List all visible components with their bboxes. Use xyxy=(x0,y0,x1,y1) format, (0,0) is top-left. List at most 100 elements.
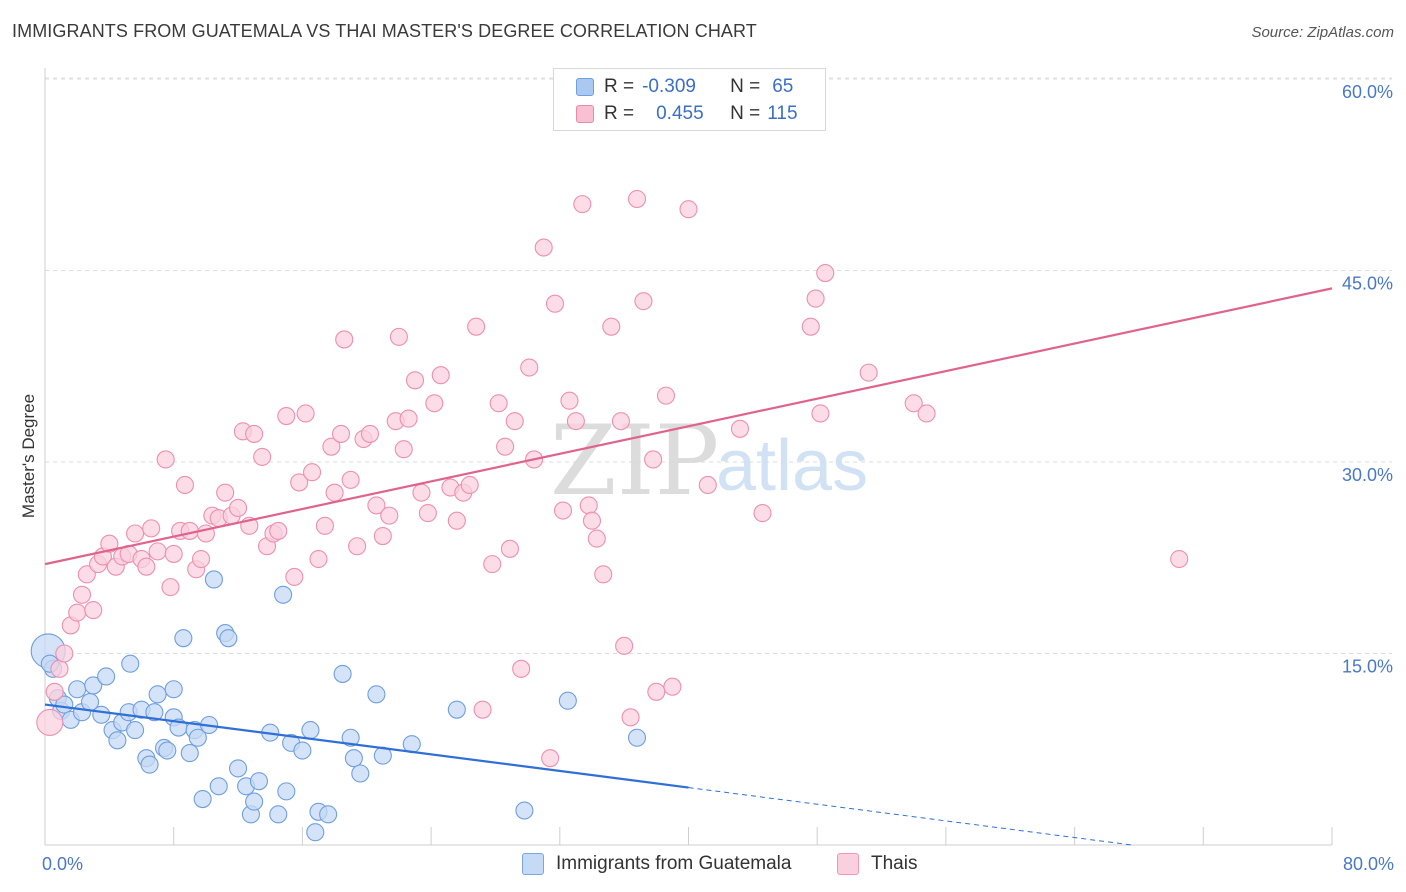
x-tick-label-max: 80.0% xyxy=(1343,854,1394,874)
point-thais xyxy=(373,526,392,546)
point-thais xyxy=(473,700,492,719)
r-label: R = xyxy=(604,103,635,124)
point-thais xyxy=(137,557,156,576)
point-thais xyxy=(566,412,585,431)
point-guatemala xyxy=(229,759,248,778)
point-guatemala xyxy=(274,585,293,604)
point-thais xyxy=(253,447,272,466)
point-thais xyxy=(621,708,640,727)
n-value: 115 xyxy=(767,103,798,124)
point-thais xyxy=(753,504,772,523)
point-guatemala xyxy=(293,741,312,760)
legend-item-thais[interactable]: Thais xyxy=(837,851,917,877)
trend-lines xyxy=(44,287,1333,846)
point-thais xyxy=(360,424,380,443)
source-label: Source: ZipAtlas.com xyxy=(1251,24,1394,41)
y-tick-labels: 15.0% 30.0% 45.0% 60.0% xyxy=(1342,82,1393,677)
point-thais xyxy=(245,424,264,443)
point-thais xyxy=(534,238,553,257)
point-thais xyxy=(285,567,304,586)
legend-swatch-guatemala xyxy=(522,853,544,875)
point-thais xyxy=(380,506,399,525)
point-guatemala xyxy=(140,755,159,774)
stats-swatch-thais xyxy=(576,105,594,123)
point-thais xyxy=(126,524,145,543)
point-thais xyxy=(269,521,288,540)
point-thais xyxy=(399,409,418,428)
chart-title: IMMIGRANTS FROM GUATEMALA VS THAI MASTER… xyxy=(12,21,757,41)
point-thais xyxy=(389,327,408,346)
point-thais xyxy=(816,264,835,283)
point-thais xyxy=(156,450,175,469)
point-guatemala xyxy=(145,703,164,722)
point-thais xyxy=(520,358,539,377)
point-thais xyxy=(418,504,437,523)
point-thais xyxy=(573,195,592,214)
point-thais xyxy=(367,496,386,515)
point-thais xyxy=(447,511,466,530)
point-thais xyxy=(290,473,309,492)
point-thais xyxy=(191,549,211,569)
point-guatemala xyxy=(245,792,264,811)
point-thais xyxy=(467,317,486,336)
point-thais xyxy=(425,394,444,413)
point-guatemala xyxy=(319,805,338,824)
point-thais xyxy=(553,501,573,520)
point-thais xyxy=(587,529,606,548)
gridlines xyxy=(45,77,1392,654)
x-ticks xyxy=(44,827,1333,845)
point-guatemala xyxy=(121,654,140,673)
point-thais xyxy=(698,475,717,495)
point-thais xyxy=(45,682,64,701)
point-thais xyxy=(322,437,341,456)
point-thais xyxy=(460,475,479,495)
point-thais xyxy=(811,404,830,423)
point-thais xyxy=(341,470,360,489)
point-thais xyxy=(483,555,502,574)
trend-line-guatemala-extension xyxy=(688,787,1133,846)
point-guatemala xyxy=(84,676,103,695)
series-thais-points xyxy=(36,189,1189,768)
point-thais xyxy=(663,677,682,696)
point-thais xyxy=(175,475,195,495)
point-thais xyxy=(579,496,598,515)
point-guatemala xyxy=(627,728,647,747)
point-thais xyxy=(315,516,334,535)
point-guatemala xyxy=(148,685,167,704)
point-thais xyxy=(647,682,666,701)
point-guatemala xyxy=(55,695,74,714)
point-thais xyxy=(496,437,515,456)
point-thais xyxy=(296,404,315,423)
y-tick-label: 45.0% xyxy=(1342,274,1393,294)
point-thais xyxy=(331,424,351,443)
point-guatemala xyxy=(306,823,325,842)
watermark-atlas: atlas xyxy=(716,426,868,506)
point-thais xyxy=(801,317,820,336)
point-thais xyxy=(500,539,519,558)
point-thais xyxy=(512,659,531,678)
point-guatemala xyxy=(351,764,370,783)
point-thais xyxy=(142,519,161,538)
point-guatemala xyxy=(269,805,288,824)
n-label: N = xyxy=(730,103,761,124)
point-thais xyxy=(656,386,676,405)
point-guatemala xyxy=(108,731,127,750)
point-thais xyxy=(859,363,878,382)
legend-item-guatemala[interactable]: Immigrants from Guatemala xyxy=(522,851,791,877)
series-guatemala-points xyxy=(30,570,647,842)
point-guatemala xyxy=(92,705,111,724)
point-thais xyxy=(679,200,698,219)
point-guatemala xyxy=(158,741,177,760)
point-guatemala xyxy=(188,728,207,747)
n-value: 65 xyxy=(772,76,794,97)
n-label: N = xyxy=(730,76,761,97)
point-guatemala xyxy=(249,772,269,791)
y-axis-title: Master's Degree xyxy=(19,394,38,518)
point-thais xyxy=(730,419,750,438)
point-guatemala xyxy=(333,664,352,683)
trend-line-guatemala xyxy=(44,703,689,789)
point-guatemala xyxy=(341,728,360,747)
point-guatemala xyxy=(447,700,466,719)
y-tick-label: 60.0% xyxy=(1342,82,1393,102)
